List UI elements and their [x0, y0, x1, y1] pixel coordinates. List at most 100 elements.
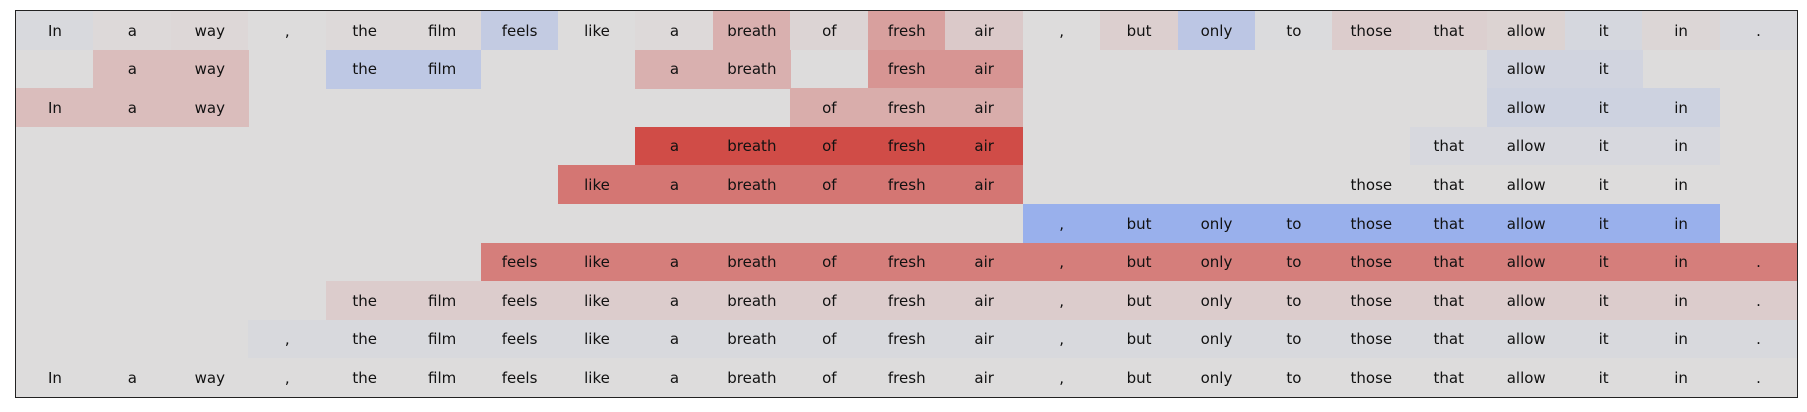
heatmap-cell: those — [1332, 281, 1411, 321]
heatmap-cell: only — [1177, 11, 1256, 51]
heatmap-cell: allow — [1487, 126, 1566, 166]
heatmap-cell: film — [403, 49, 482, 89]
heatmap-cell: of — [790, 126, 869, 166]
heatmap-cell: . — [1719, 11, 1798, 51]
heatmap-cell: the — [325, 358, 404, 398]
heatmap-cell: air — [945, 358, 1024, 398]
heatmap-cell: breath — [712, 242, 791, 282]
heatmap-cell: a — [93, 11, 172, 51]
heatmap-cell: in — [1642, 242, 1721, 282]
heatmap-cell: a — [635, 49, 714, 89]
heatmap-cell: that — [1409, 281, 1488, 321]
heatmap-cell: to — [1254, 11, 1333, 51]
heatmap-cell: fresh — [867, 358, 946, 398]
heatmap-cell: only — [1177, 242, 1256, 282]
heatmap-cell: feels — [480, 11, 559, 51]
heatmap-cell: breath — [712, 281, 791, 321]
heatmap-cell: to — [1254, 242, 1333, 282]
heatmap-cell: but — [1100, 319, 1178, 359]
heatmap-cell: in — [1642, 88, 1721, 128]
heatmap-cell: fresh — [867, 49, 946, 89]
heatmap-cell: breath — [712, 358, 791, 398]
heatmap-cell: it — [1564, 358, 1643, 398]
heatmap-cell: breath — [712, 126, 791, 166]
heatmap-cell: allow — [1487, 358, 1566, 398]
heatmap-cell: a — [93, 88, 172, 128]
heatmap-cell: feels — [480, 358, 559, 398]
heatmap-cell: only — [1177, 281, 1256, 321]
heatmap-cell: those — [1332, 319, 1411, 359]
heatmap-cell: way — [170, 11, 249, 51]
heatmap-cell: , — [1022, 11, 1101, 51]
heatmap-cell: only — [1177, 319, 1256, 359]
heatmap-cell: in — [1642, 204, 1721, 244]
heatmap-cell: but — [1100, 204, 1178, 244]
heatmap-cell: those — [1332, 242, 1411, 282]
heatmap-cell: only — [1177, 204, 1256, 244]
heatmap-cell: like — [558, 319, 636, 359]
heatmap-cell: . — [1719, 281, 1798, 321]
heatmap-cell: the — [325, 319, 404, 359]
heatmap-cell: of — [790, 165, 869, 205]
heatmap-cell: a — [635, 126, 714, 166]
heatmap-cell: breath — [712, 319, 791, 359]
heatmap-cell: those — [1332, 204, 1411, 244]
heatmap-cell: In — [16, 11, 94, 51]
heatmap-cell: way — [170, 358, 249, 398]
heatmap-cell: it — [1564, 11, 1643, 51]
heatmap-cell: but — [1100, 11, 1178, 51]
heatmap-cell: a — [93, 358, 172, 398]
heatmap-cell: that — [1409, 319, 1488, 359]
heatmap-cell: fresh — [867, 88, 946, 128]
heatmap-cell: film — [403, 11, 482, 51]
heatmap-cell: it — [1564, 49, 1643, 89]
heatmap-cell: air — [945, 11, 1024, 51]
heatmap-cell: a — [635, 319, 714, 359]
heatmap-cell: . — [1719, 319, 1798, 359]
heatmap-cell: those — [1332, 358, 1411, 398]
heatmap-cell: , — [1022, 319, 1101, 359]
heatmap-cell: feels — [480, 242, 559, 282]
heatmap-cell: of — [790, 281, 869, 321]
heatmap-cell: that — [1409, 242, 1488, 282]
heatmap-cell: it — [1564, 126, 1643, 166]
heatmap-cell: that — [1409, 204, 1488, 244]
heatmap-cell: in — [1642, 358, 1721, 398]
heatmap-cell: a — [635, 281, 714, 321]
heatmap-cell: but — [1100, 281, 1178, 321]
heatmap-cell: allow — [1487, 165, 1566, 205]
heatmap-cell: like — [558, 242, 636, 282]
heatmap-cell: , — [1022, 204, 1101, 244]
heatmap-cell: like — [558, 358, 636, 398]
heatmap-cell: in — [1642, 11, 1721, 51]
heatmap-cell: film — [403, 358, 482, 398]
heatmap-cell: film — [403, 319, 482, 359]
heatmap-cell: breath — [712, 49, 791, 89]
heatmap-cell: , — [1022, 281, 1101, 321]
heatmap-cell: allow — [1487, 204, 1566, 244]
heatmap-cell: it — [1564, 88, 1643, 128]
heatmap-cell: feels — [480, 281, 559, 321]
heatmap-cell: fresh — [867, 319, 946, 359]
heatmap-cell: of — [790, 11, 869, 51]
heatmap-cell: allow — [1487, 242, 1566, 282]
heatmap-cell: a — [93, 49, 172, 89]
heatmap-cell: a — [635, 242, 714, 282]
heatmap-cell: of — [790, 358, 869, 398]
heatmap-cell: like — [558, 165, 636, 205]
heatmap-cell: of — [790, 242, 869, 282]
heatmap-cell: air — [945, 165, 1024, 205]
heatmap-cell: that — [1409, 358, 1488, 398]
heatmap-cell: fresh — [867, 11, 946, 51]
heatmap-cell: , — [1022, 242, 1101, 282]
heatmap-cell: fresh — [867, 281, 946, 321]
heatmap-cell: it — [1564, 165, 1643, 205]
heatmap-cell: allow — [1487, 88, 1566, 128]
heatmap-cell: it — [1564, 281, 1643, 321]
heatmap-cell: like — [558, 11, 636, 51]
heatmap-cell: of — [790, 88, 869, 128]
heatmap-cell: , — [248, 358, 327, 398]
heatmap-cell: allow — [1487, 281, 1566, 321]
heatmap-cell: that — [1409, 126, 1488, 166]
heatmap-cell: allow — [1487, 11, 1566, 51]
